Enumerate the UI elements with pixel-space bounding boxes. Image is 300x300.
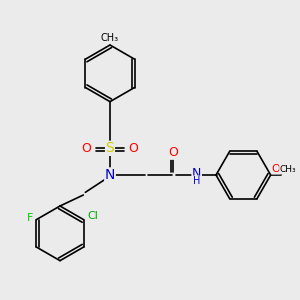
Text: Cl: Cl [88,211,98,221]
Text: O: O [82,142,92,155]
Text: CH₃: CH₃ [101,33,119,43]
Text: O: O [272,164,280,174]
Text: H: H [193,176,200,186]
Text: S: S [106,141,114,155]
Text: N: N [105,168,115,182]
Text: F: F [26,213,33,223]
Text: O: O [128,142,138,155]
Text: O: O [168,146,178,159]
Text: N: N [192,167,201,180]
Text: CH₃: CH₃ [280,164,296,173]
